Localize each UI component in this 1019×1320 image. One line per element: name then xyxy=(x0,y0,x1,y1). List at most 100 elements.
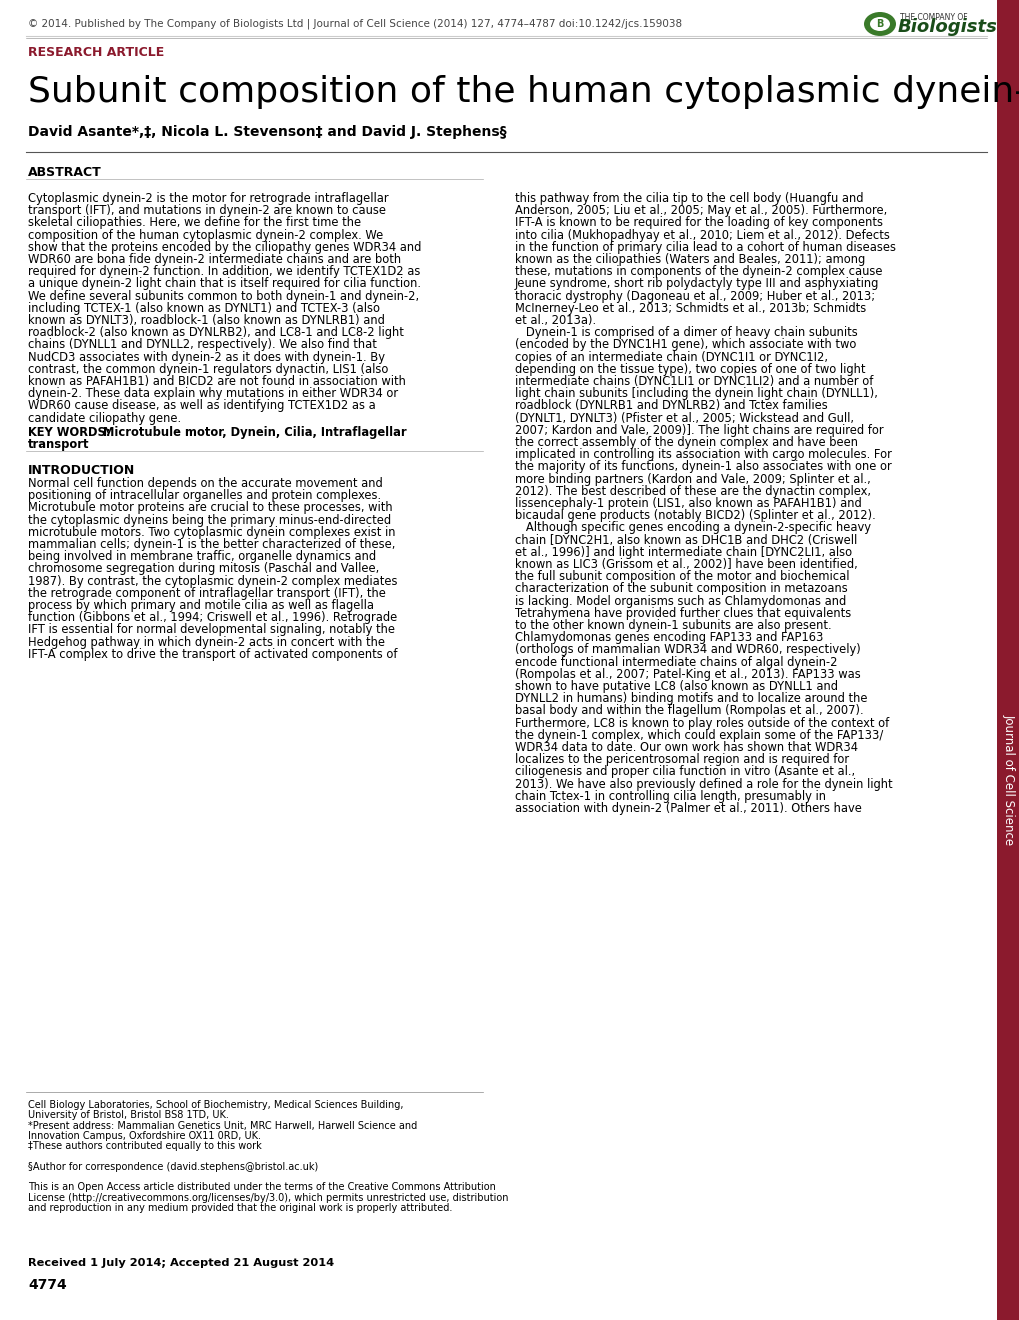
Text: function (Gibbons et al., 1994; Criswell et al., 1996). Retrograde: function (Gibbons et al., 1994; Criswell… xyxy=(28,611,396,624)
Text: shown to have putative LC8 (also known as DYNLL1 and: shown to have putative LC8 (also known a… xyxy=(515,680,838,693)
Text: basal body and within the flagellum (Rompolas et al., 2007).: basal body and within the flagellum (Rom… xyxy=(515,705,863,717)
Text: intermediate chains (DYNC1LI1 or DYNC1LI2) and a number of: intermediate chains (DYNC1LI1 or DYNC1LI… xyxy=(515,375,872,388)
Text: Dynein-1 is comprised of a dimer of heavy chain subunits: Dynein-1 is comprised of a dimer of heav… xyxy=(515,326,857,339)
Text: the full subunit composition of the motor and biochemical: the full subunit composition of the moto… xyxy=(515,570,849,583)
Text: known as LIC3 (Grissom et al., 2002)] have been identified,: known as LIC3 (Grissom et al., 2002)] ha… xyxy=(515,558,857,572)
Text: WDR34 data to date. Our own work has shown that WDR34: WDR34 data to date. Our own work has sho… xyxy=(515,741,857,754)
Text: Biologists: Biologists xyxy=(897,18,997,36)
Text: association with dynein-2 (Palmer et al., 2011). Others have: association with dynein-2 (Palmer et al.… xyxy=(515,803,861,814)
Text: bicaudal gene products (notably BICD2) (Splinter et al., 2012).: bicaudal gene products (notably BICD2) (… xyxy=(515,510,875,523)
Text: (orthologs of mammalian WDR34 and WDR60, respectively): (orthologs of mammalian WDR34 and WDR60,… xyxy=(515,643,860,656)
Text: roadblock-2 (also known as DYNLRB2), and LC8-1 and LC8-2 light: roadblock-2 (also known as DYNLRB2), and… xyxy=(28,326,404,339)
Text: INTRODUCTION: INTRODUCTION xyxy=(28,465,136,477)
Text: McInerney-Leo et al., 2013; Schmidts et al., 2013b; Schmidts: McInerney-Leo et al., 2013; Schmidts et … xyxy=(515,302,865,314)
Text: depending on the tissue type), two copies of one of two light: depending on the tissue type), two copie… xyxy=(515,363,865,376)
Text: composition of the human cytoplasmic dynein-2 complex. We: composition of the human cytoplasmic dyn… xyxy=(28,228,383,242)
Text: Cytoplasmic dynein-2 is the motor for retrograde intraflagellar: Cytoplasmic dynein-2 is the motor for re… xyxy=(28,191,388,205)
Text: We define several subunits common to both dynein-1 and dynein-2,: We define several subunits common to bot… xyxy=(28,289,419,302)
Text: copies of an intermediate chain (DYNC1I1 or DYNC1I2,: copies of an intermediate chain (DYNC1I1… xyxy=(515,351,827,363)
Text: David Asante*,‡, Nicola L. Stevenson‡ and David J. Stephens§: David Asante*,‡, Nicola L. Stevenson‡ an… xyxy=(28,125,506,139)
Text: University of Bristol, Bristol BS8 1TD, UK.: University of Bristol, Bristol BS8 1TD, … xyxy=(28,1110,228,1121)
Text: License (http://creativecommons.org/licenses/by/3.0), which permits unrestricted: License (http://creativecommons.org/lice… xyxy=(28,1193,508,1203)
Text: into cilia (Mukhopadhyay et al., 2010; Liem et al., 2012). Defects: into cilia (Mukhopadhyay et al., 2010; L… xyxy=(515,228,889,242)
Text: and reproduction in any medium provided that the original work is properly attri: and reproduction in any medium provided … xyxy=(28,1203,452,1213)
Text: this pathway from the cilia tip to the cell body (Huangfu and: this pathway from the cilia tip to the c… xyxy=(515,191,863,205)
Text: in the function of primary cilia lead to a cohort of human diseases: in the function of primary cilia lead to… xyxy=(515,240,895,253)
Text: known as DYNLT3), roadblock-1 (also known as DYNLRB1) and: known as DYNLT3), roadblock-1 (also know… xyxy=(28,314,384,327)
Text: known as PAFAH1B1) and BICD2 are not found in association with: known as PAFAH1B1) and BICD2 are not fou… xyxy=(28,375,406,388)
Text: WDR60 cause disease, as well as identifying TCTEX1D2 as a: WDR60 cause disease, as well as identify… xyxy=(28,400,375,412)
Text: DYNLL2 in humans) binding motifs and to localize around the: DYNLL2 in humans) binding motifs and to … xyxy=(515,692,866,705)
Text: Normal cell function depends on the accurate movement and: Normal cell function depends on the accu… xyxy=(28,477,382,490)
Text: THE COMPANY OF: THE COMPANY OF xyxy=(899,13,967,22)
Text: 2012). The best described of these are the dynactin complex,: 2012). The best described of these are t… xyxy=(515,484,870,498)
Text: Journal of Cell Science: Journal of Cell Science xyxy=(1002,714,1015,846)
Text: IFT-A complex to drive the transport of activated components of: IFT-A complex to drive the transport of … xyxy=(28,648,397,661)
Text: the dynein-1 complex, which could explain some of the FAP133/: the dynein-1 complex, which could explai… xyxy=(515,729,882,742)
Text: et al., 2013a).: et al., 2013a). xyxy=(515,314,595,327)
Text: contrast, the common dynein-1 regulators dynactin, LIS1 (also: contrast, the common dynein-1 regulators… xyxy=(28,363,388,376)
Text: chain [DYNC2H1, also known as DHC1B and DHC2 (Criswell: chain [DYNC2H1, also known as DHC1B and … xyxy=(515,533,856,546)
Text: chains (DYNLL1 and DYNLL2, respectively). We also find that: chains (DYNLL1 and DYNLL2, respectively)… xyxy=(28,338,376,351)
Text: 2007; Kardon and Vale, 2009)]. The light chains are required for: 2007; Kardon and Vale, 2009)]. The light… xyxy=(515,424,882,437)
Text: transport (IFT), and mutations in dynein-2 are known to cause: transport (IFT), and mutations in dynein… xyxy=(28,205,385,218)
Text: the cytoplasmic dyneins being the primary minus-end-directed: the cytoplasmic dyneins being the primar… xyxy=(28,513,390,527)
Text: Chlamydomonas genes encoding FAP133 and FAP163: Chlamydomonas genes encoding FAP133 and … xyxy=(515,631,822,644)
Text: IFT is essential for normal developmental signaling, notably the: IFT is essential for normal developmenta… xyxy=(28,623,394,636)
Text: Microtubule motor, Dynein, Cilia, Intraflagellar: Microtubule motor, Dynein, Cilia, Intraf… xyxy=(99,426,407,438)
Text: including TCTEX-1 (also known as DYNLT1) and TCTEX-3 (also: including TCTEX-1 (also known as DYNLT1)… xyxy=(28,302,380,314)
Text: Anderson, 2005; Liu et al., 2005; May et al., 2005). Furthermore,: Anderson, 2005; Liu et al., 2005; May et… xyxy=(515,205,887,218)
Bar xyxy=(996,0,1019,1320)
Text: chromosome segregation during mitosis (Paschal and Vallee,: chromosome segregation during mitosis (P… xyxy=(28,562,379,576)
Text: the retrograde component of intraflagellar transport (IFT), the: the retrograde component of intraflagell… xyxy=(28,587,385,599)
Text: Jeune syndrome, short rib polydactyly type III and asphyxiating: Jeune syndrome, short rib polydactyly ty… xyxy=(515,277,878,290)
Text: Although specific genes encoding a dynein-2-specific heavy: Although specific genes encoding a dynei… xyxy=(515,521,870,535)
Text: roadblock (DYNLRB1 and DYNLRB2) and Tctex families: roadblock (DYNLRB1 and DYNLRB2) and Tcte… xyxy=(515,400,827,412)
Text: KEY WORDS:: KEY WORDS: xyxy=(28,426,110,438)
Text: (Rompolas et al., 2007; Patel-King et al., 2013). FAP133 was: (Rompolas et al., 2007; Patel-King et al… xyxy=(515,668,860,681)
Text: B: B xyxy=(875,18,882,29)
Text: WDR60 are bona fide dynein-2 intermediate chains and are both: WDR60 are bona fide dynein-2 intermediat… xyxy=(28,253,400,267)
Text: required for dynein-2 function. In addition, we identify TCTEX1D2 as: required for dynein-2 function. In addit… xyxy=(28,265,420,279)
Text: transport: transport xyxy=(28,438,90,451)
Text: ‡These authors contributed equally to this work: ‡These authors contributed equally to th… xyxy=(28,1142,262,1151)
Text: known as the ciliopathies (Waters and Beales, 2011); among: known as the ciliopathies (Waters and Be… xyxy=(515,253,864,267)
Text: localizes to the pericentrosomal region and is required for: localizes to the pericentrosomal region … xyxy=(515,754,848,766)
Text: the correct assembly of the dynein complex and have been: the correct assembly of the dynein compl… xyxy=(515,436,857,449)
Text: Microtubule motor proteins are crucial to these processes, with: Microtubule motor proteins are crucial t… xyxy=(28,502,392,515)
Text: show that the proteins encoded by the ciliopathy genes WDR34 and: show that the proteins encoded by the ci… xyxy=(28,240,421,253)
Text: microtubule motors. Two cytoplasmic dynein complexes exist in: microtubule motors. Two cytoplasmic dyne… xyxy=(28,525,395,539)
Text: thoracic dystrophy (Dagoneau et al., 2009; Huber et al., 2013;: thoracic dystrophy (Dagoneau et al., 200… xyxy=(515,289,874,302)
Text: being involved in membrane traffic, organelle dynamics and: being involved in membrane traffic, orga… xyxy=(28,550,376,564)
Text: ciliogenesis and proper cilia function in vitro (Asante et al.,: ciliogenesis and proper cilia function i… xyxy=(515,766,854,779)
Text: characterization of the subunit composition in metazoans: characterization of the subunit composit… xyxy=(515,582,847,595)
Text: (encoded by the DYNC1H1 gene), which associate with two: (encoded by the DYNC1H1 gene), which ass… xyxy=(515,338,856,351)
Text: Subunit composition of the human cytoplasmic dynein-2 complex: Subunit composition of the human cytopla… xyxy=(28,75,1019,110)
Text: Furthermore, LC8 is known to play roles outside of the context of: Furthermore, LC8 is known to play roles … xyxy=(515,717,889,730)
Text: ABSTRACT: ABSTRACT xyxy=(28,166,102,180)
Text: 4774: 4774 xyxy=(28,1278,66,1292)
Text: IFT-A is known to be required for the loading of key components: IFT-A is known to be required for the lo… xyxy=(515,216,882,230)
Text: Hedgehog pathway in which dynein-2 acts in concert with the: Hedgehog pathway in which dynein-2 acts … xyxy=(28,636,384,648)
Text: the majority of its functions, dynein-1 also associates with one or: the majority of its functions, dynein-1 … xyxy=(515,461,891,474)
Text: skeletal ciliopathies. Here, we define for the first time the: skeletal ciliopathies. Here, we define f… xyxy=(28,216,361,230)
Text: Received 1 July 2014; Accepted 21 August 2014: Received 1 July 2014; Accepted 21 August… xyxy=(28,1258,334,1269)
Text: chain Tctex-1 in controlling cilia length, presumably in: chain Tctex-1 in controlling cilia lengt… xyxy=(515,789,825,803)
Text: lissencephaly-1 protein (LIS1, also known as PAFAH1B1) and: lissencephaly-1 protein (LIS1, also know… xyxy=(515,498,861,510)
Text: This is an Open Access article distributed under the terms of the Creative Commo: This is an Open Access article distribut… xyxy=(28,1183,495,1192)
Text: implicated in controlling its association with cargo molecules. For: implicated in controlling its associatio… xyxy=(515,449,891,461)
Text: a unique dynein-2 light chain that is itself required for cilia function.: a unique dynein-2 light chain that is it… xyxy=(28,277,421,290)
Text: process by which primary and motile cilia as well as flagella: process by which primary and motile cili… xyxy=(28,599,374,612)
Text: candidate ciliopathy gene.: candidate ciliopathy gene. xyxy=(28,412,181,425)
Text: NudCD3 associates with dynein-2 as it does with dynein-1. By: NudCD3 associates with dynein-2 as it do… xyxy=(28,351,384,363)
Text: Innovation Campus, Oxfordshire OX11 0RD, UK.: Innovation Campus, Oxfordshire OX11 0RD,… xyxy=(28,1131,261,1140)
Text: light chain subunits [including the dynein light chain (DYNLL1),: light chain subunits [including the dyne… xyxy=(515,387,877,400)
Text: 2013). We have also previously defined a role for the dynein light: 2013). We have also previously defined a… xyxy=(515,777,892,791)
Text: RESEARCH ARTICLE: RESEARCH ARTICLE xyxy=(28,45,164,58)
Text: Cell Biology Laboratories, School of Biochemistry, Medical Sciences Building,: Cell Biology Laboratories, School of Bio… xyxy=(28,1100,404,1110)
Text: et al., 1996)] and light intermediate chain [DYNC2LI1, also: et al., 1996)] and light intermediate ch… xyxy=(515,545,851,558)
Text: more binding partners (Kardon and Vale, 2009; Splinter et al.,: more binding partners (Kardon and Vale, … xyxy=(515,473,870,486)
Text: © 2014. Published by The Company of Biologists Ltd | Journal of Cell Science (20: © 2014. Published by The Company of Biol… xyxy=(28,18,682,29)
Text: dynein-2. These data explain why mutations in either WDR34 or: dynein-2. These data explain why mutatio… xyxy=(28,387,397,400)
Text: 1987). By contrast, the cytoplasmic dynein-2 complex mediates: 1987). By contrast, the cytoplasmic dyne… xyxy=(28,574,397,587)
